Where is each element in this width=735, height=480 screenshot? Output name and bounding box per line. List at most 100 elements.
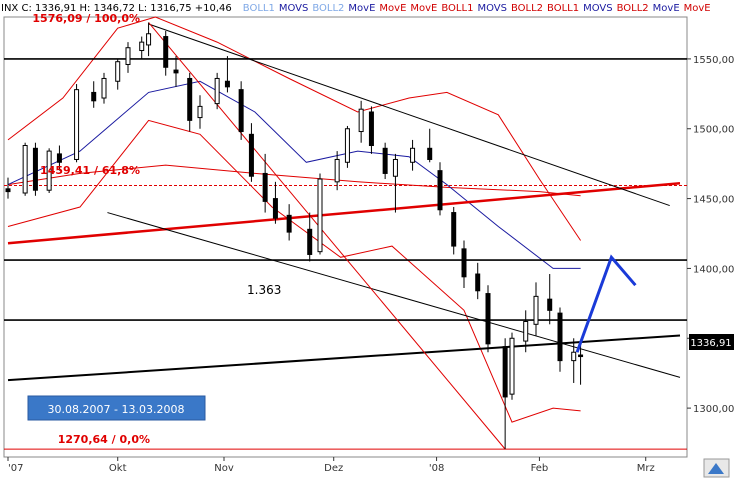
candle-body [125, 47, 131, 65]
candle-body [557, 312, 563, 362]
candle-body [437, 170, 443, 211]
indicator-label: MOVS [279, 3, 309, 14]
x-tick-label: '08 [429, 463, 444, 474]
y-tick-label: 1400,00 [693, 264, 734, 275]
trendline [7, 181, 681, 245]
candle-body [115, 61, 121, 82]
x-tick-label: Nov [214, 463, 234, 474]
moving-average-line [7, 80, 581, 269]
candle-body [410, 147, 416, 163]
candle-body [547, 298, 553, 311]
indicator-label: BOLL2 [617, 3, 649, 14]
candle-body [427, 147, 433, 160]
candle-body [214, 77, 220, 105]
indicator-label: MovE [348, 3, 375, 14]
indicator-label: BOLL1 [243, 3, 275, 14]
tool-button[interactable] [703, 458, 730, 478]
candle-body [32, 147, 38, 191]
candle-body [334, 158, 340, 183]
period-badge: 30.08.2007 - 13.03.2008 [27, 395, 206, 421]
candle-body [224, 80, 230, 88]
candle-body [307, 228, 313, 255]
bollinger-lower-line [7, 119, 581, 423]
last-price-box [689, 334, 734, 350]
y-tick-label: 1550,00 [693, 55, 734, 66]
indicator-label: BOLL1 [441, 3, 473, 14]
candle-body [509, 337, 515, 395]
candle-body [485, 293, 491, 345]
x-tick-label: '07 [8, 463, 23, 474]
indicator-label: MOVS [583, 3, 613, 14]
ohlc-readout: INX C: 1336,91 H: 1346,72 L: 1316,75 +10… [1, 3, 232, 14]
level-1363-label: 1.363 [247, 283, 281, 297]
candle-body [368, 111, 374, 147]
trendline [107, 212, 681, 378]
candle-body [451, 212, 457, 247]
candle-body [475, 273, 481, 292]
candle-body [173, 69, 179, 74]
bollinger-middle-line [7, 164, 581, 197]
trendline [148, 22, 506, 450]
indicator-label: BOLL2 [312, 3, 344, 14]
period-badge-box [27, 395, 206, 421]
candle-body [533, 295, 539, 325]
candle-body [392, 158, 398, 177]
indicator-label: MovE [410, 3, 437, 14]
candle-body [197, 105, 203, 119]
y-tick-label: 1500,00 [693, 125, 734, 136]
candle-body [74, 89, 80, 160]
candle-body [272, 198, 278, 219]
candle-body [578, 354, 584, 358]
fib-618-label: 1459,41 / 61,8% [40, 164, 140, 177]
candle-body [344, 128, 350, 163]
x-tick-label: Feb [531, 463, 549, 474]
trendline-layer [7, 22, 681, 450]
y-tick-label: 1300,00 [693, 404, 734, 415]
candle-body [523, 321, 529, 342]
candle-body [238, 89, 244, 133]
candle-layer [5, 22, 584, 450]
fib-0-label: 1270,64 / 0,0% [58, 433, 150, 446]
forecast-layer [575, 254, 637, 353]
mountain-icon [708, 463, 724, 474]
candle-body [286, 214, 292, 233]
indicator-legend: BOLL1 MOVS BOLL2 MovE MovE MovE BOLL1 MOVS BOLL2… [243, 3, 711, 14]
candle-body [91, 91, 97, 102]
candle-body [46, 150, 52, 191]
period-badge-text: 30.08.2007 - 13.03.2008 [48, 403, 185, 416]
x-tick-label: Mrz [637, 463, 655, 474]
candle-body [358, 108, 364, 133]
candle-body [571, 351, 577, 362]
last-price-text: 1336,91 [690, 338, 731, 349]
candle-body [5, 188, 11, 193]
fib-100-label: 1576,09 / 100,0% [32, 12, 140, 25]
candle-body [101, 77, 107, 99]
candle-body [461, 248, 467, 278]
bollinger-upper-line [7, 16, 582, 241]
candle-body [187, 77, 193, 121]
candle-body [139, 41, 145, 52]
candle-body [56, 153, 62, 163]
candle-body [22, 145, 28, 194]
indicator-layer [7, 16, 582, 423]
candle-body [163, 36, 169, 68]
last-price-badge: 1336,91 [689, 334, 734, 350]
indicator-label: MOVS [477, 3, 507, 14]
candle-body [317, 178, 323, 253]
y-tick-label: 1450,00 [693, 195, 734, 206]
candle-body [502, 346, 508, 398]
label-layer: 1576,09 / 100,0% 1459,41 / 61,8% 1270,64… [32, 12, 281, 446]
indicator-label: BOLL2 [511, 3, 543, 14]
indicator-label: MovE [684, 3, 711, 14]
x-axis: '07 Okt Nov Dez '08 Feb Mrz [7, 457, 655, 474]
x-tick-label: Dez [324, 463, 343, 474]
plot-frame [3, 16, 688, 458]
trendline [148, 23, 670, 207]
indicator-label: MovE [379, 3, 406, 14]
forecast-path [575, 254, 637, 353]
candle-body [248, 133, 254, 177]
indicator-label: BOLL1 [547, 3, 579, 14]
x-tick-label: Okt [109, 463, 127, 474]
